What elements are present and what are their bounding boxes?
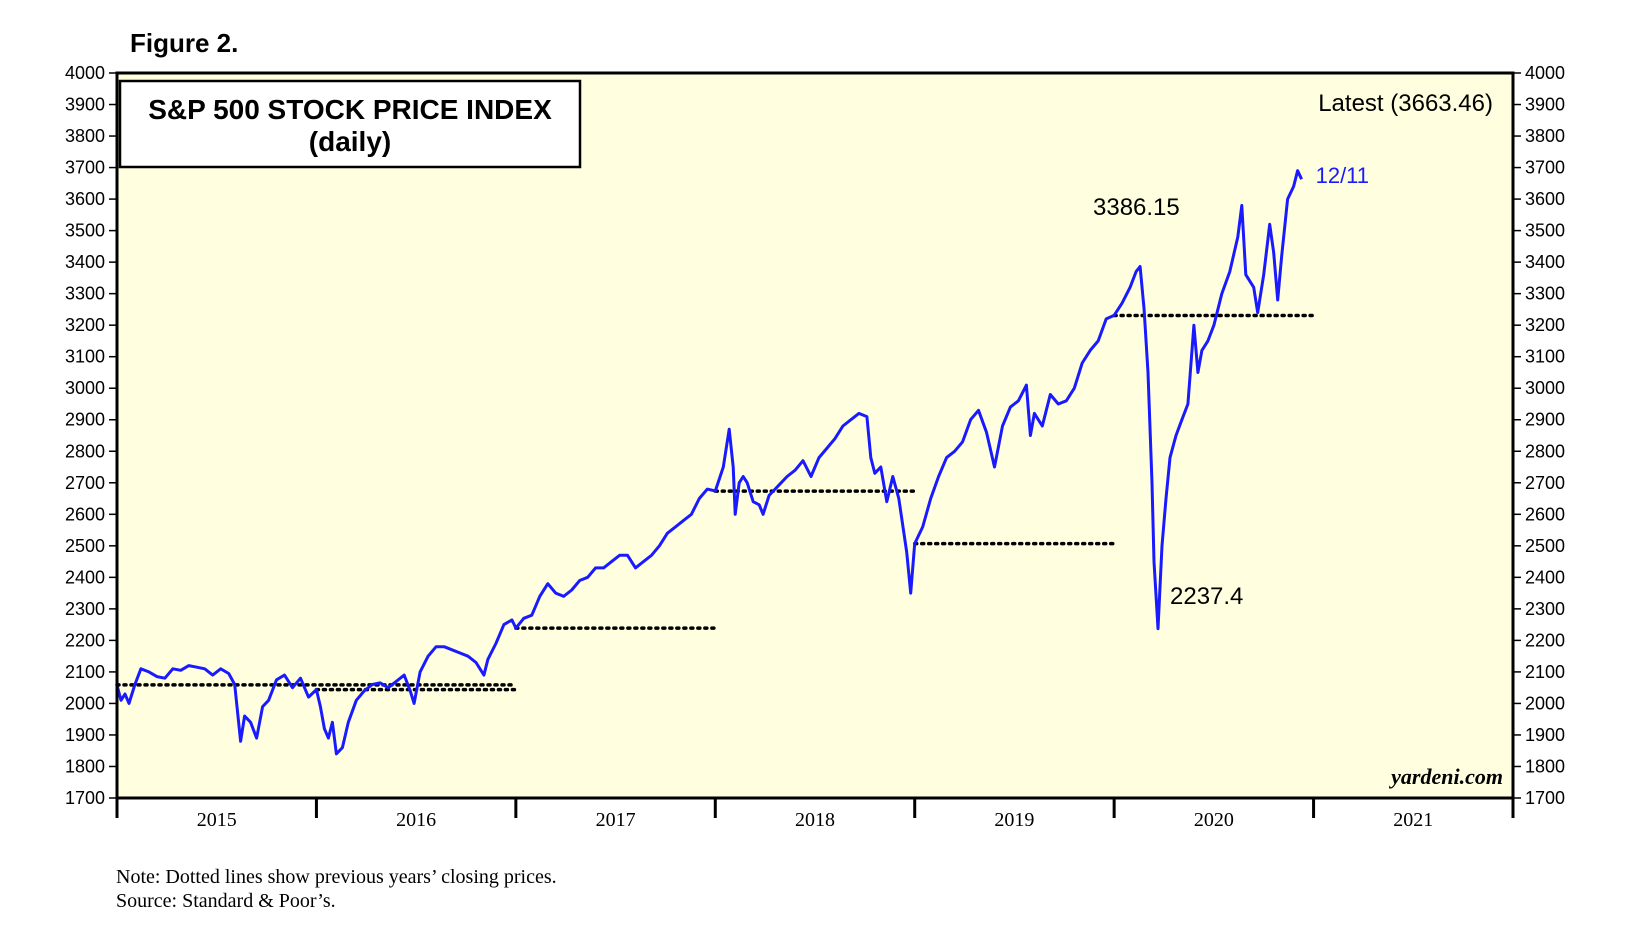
- left-y-tick-label: 3600: [65, 189, 105, 209]
- left-y-tick-label: 2400: [65, 567, 105, 587]
- x-year-label: 2019: [994, 809, 1034, 831]
- watermark: yardeni.com: [1388, 764, 1503, 789]
- notes: Note: Dotted lines show previous years’ …: [116, 865, 557, 913]
- left-y-tick-label: 3200: [65, 315, 105, 335]
- latest-value-label: Latest (3663.46): [1318, 90, 1493, 117]
- right-y-tick-label: 2000: [1525, 693, 1565, 713]
- left-y-tick-label: 3400: [65, 252, 105, 272]
- plot-area: [117, 73, 1513, 798]
- source-line: Source: Standard & Poor’s.: [116, 890, 336, 912]
- right-y-tick-label: 2700: [1525, 473, 1565, 493]
- x-year-label: 2017: [596, 809, 636, 831]
- right-y-tick-label: 2800: [1525, 441, 1565, 461]
- left-y-tick-label: 1900: [65, 725, 105, 745]
- right-y-tick-label: 3200: [1525, 315, 1565, 335]
- title-box: S&P 500 STOCK PRICE INDEX (daily): [118, 79, 582, 169]
- left-y-tick-label: 3300: [65, 284, 105, 304]
- left-y-tick-label: 1800: [65, 756, 105, 776]
- right-y-tick-label: 1800: [1525, 756, 1565, 776]
- left-y-tick-label: 3000: [65, 378, 105, 398]
- left-y-tick-label: 2800: [65, 441, 105, 461]
- right-y-tick-label: 2400: [1525, 567, 1565, 587]
- right-y-tick-label: 3100: [1525, 347, 1565, 367]
- left-y-tick-label: 2200: [65, 630, 105, 650]
- right-y-tick-label: 3700: [1525, 158, 1565, 178]
- right-y-tick-label: 3400: [1525, 252, 1565, 272]
- x-year-label: 2015: [197, 809, 237, 831]
- right-y-tick-label: 3600: [1525, 189, 1565, 209]
- left-y-tick-label: 2600: [65, 504, 105, 524]
- right-y-tick-label: 3900: [1525, 95, 1565, 115]
- right-y-tick-label: 1700: [1525, 788, 1565, 808]
- right-y-tick-label: 2300: [1525, 599, 1565, 619]
- annotation-peak: 3386.15: [1093, 194, 1180, 221]
- left-y-axis: 1700 1800 1900 2000 2100 2200 2300 2400 2500 2600…: [65, 63, 117, 808]
- left-y-tick-label: 2900: [65, 410, 105, 430]
- right-y-tick-label: 2200: [1525, 630, 1565, 650]
- series-line: [115, 169, 1303, 756]
- x-year-label: 2021: [1393, 809, 1433, 831]
- left-y-tick-label: 3900: [65, 95, 105, 115]
- x-year-label: 2016: [396, 809, 436, 831]
- left-y-tick-label: 2000: [65, 693, 105, 713]
- series-group: [115, 169, 1303, 756]
- chart-subtitle: (daily): [309, 126, 391, 157]
- left-y-tick-label: 2300: [65, 599, 105, 619]
- figure-label: Figure 2.: [130, 28, 239, 58]
- right-y-tick-label: 2500: [1525, 536, 1565, 556]
- right-y-tick-label: 3300: [1525, 284, 1565, 304]
- left-y-tick-label: 2700: [65, 473, 105, 493]
- right-y-axis: 1700 1800 1900 2000 2100 2200 2300 2400 2500 2600…: [1513, 63, 1565, 808]
- x-axis: 2015 2016 2017 2018 2019 2020 2021: [115, 798, 1515, 831]
- left-y-tick-label: 3800: [65, 126, 105, 146]
- right-y-tick-label: 2600: [1525, 504, 1565, 524]
- right-y-tick-label: 4000: [1525, 63, 1565, 83]
- latest-date-label: 12/11: [1316, 163, 1369, 188]
- plot-frame: [115, 71, 1515, 800]
- x-year-label: 2018: [795, 809, 835, 831]
- annotation-trough: 2237.4: [1170, 583, 1243, 610]
- left-y-tick-label: 3100: [65, 347, 105, 367]
- x-year-label: 2020: [1194, 809, 1234, 831]
- right-y-tick-label: 3500: [1525, 221, 1565, 241]
- left-y-tick-label: 4000: [65, 63, 105, 83]
- left-y-tick-label: 1700: [65, 788, 105, 808]
- right-y-tick-label: 1900: [1525, 725, 1565, 745]
- chart-title: S&P 500 STOCK PRICE INDEX: [148, 94, 552, 125]
- right-y-tick-label: 2100: [1525, 662, 1565, 682]
- left-y-tick-label: 3700: [65, 158, 105, 178]
- left-y-tick-label: 2500: [65, 536, 105, 556]
- left-y-tick-label: 2100: [65, 662, 105, 682]
- right-y-tick-label: 3800: [1525, 126, 1565, 146]
- right-y-tick-label: 3000: [1525, 378, 1565, 398]
- title-box-frame: [118, 79, 582, 169]
- left-y-tick-label: 3500: [65, 221, 105, 241]
- right-y-tick-label: 2900: [1525, 410, 1565, 430]
- note-line: Note: Dotted lines show previous years’ …: [116, 866, 557, 888]
